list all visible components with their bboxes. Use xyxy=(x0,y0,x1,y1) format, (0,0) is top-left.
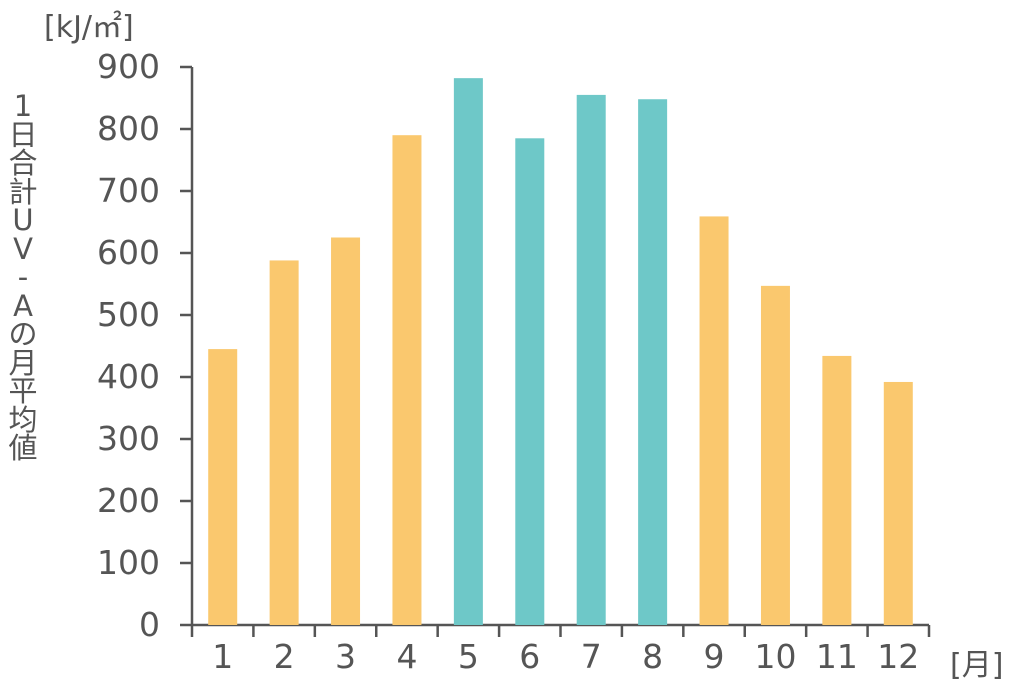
bar-month-2 xyxy=(269,260,299,625)
x-tick-label: 3 xyxy=(335,637,356,676)
bar-month-4 xyxy=(392,135,422,625)
y-tick-label: 0 xyxy=(139,605,160,644)
x-tick-label: 2 xyxy=(274,637,295,676)
x-tick-label: 5 xyxy=(458,637,479,676)
y-tick-label: 500 xyxy=(97,295,160,334)
y-tick-label: 200 xyxy=(97,481,160,520)
x-tick-label: 7 xyxy=(581,637,602,676)
y-axis-label-char: 月 xyxy=(8,345,38,380)
x-tick-label: 9 xyxy=(704,637,725,676)
bar-month-11 xyxy=(822,355,852,625)
y-tick-label: 100 xyxy=(97,543,160,582)
bar-month-8 xyxy=(638,99,668,626)
bar-month-7 xyxy=(576,94,606,625)
bar-month-10 xyxy=(760,285,790,625)
bar-month-12 xyxy=(883,381,913,625)
bar-month-9 xyxy=(699,216,729,626)
y-axis-label-char: U xyxy=(12,203,34,237)
y-axis-label-char: の xyxy=(8,317,38,351)
bar-month-5 xyxy=(453,78,483,625)
y-axis-label-char: 均 xyxy=(8,402,38,437)
bar-month-1 xyxy=(208,349,238,625)
bar-month-3 xyxy=(331,237,361,625)
y-tick-label: 800 xyxy=(97,109,160,148)
y-axis-label-char: 平 xyxy=(8,374,38,408)
y-tick-label: 600 xyxy=(97,233,160,272)
bar-month-6 xyxy=(515,138,545,626)
x-tick-label: 4 xyxy=(396,637,417,676)
x-tick-label: 1 xyxy=(212,637,233,676)
y-axis-unit: [kJ/㎡] xyxy=(44,10,134,45)
y-axis-label-char: 1 xyxy=(13,89,33,123)
y-axis-label-char: 合 xyxy=(8,146,38,180)
y-tick-label: 400 xyxy=(97,357,160,396)
x-tick-label: 8 xyxy=(642,637,663,676)
x-tick-label: 10 xyxy=(754,637,796,676)
y-tick-label: 700 xyxy=(97,171,160,210)
x-axis-unit: [月] xyxy=(950,648,1004,683)
y-axis-label-char: 値 xyxy=(8,431,38,465)
y-tick-label: 900 xyxy=(97,47,160,86)
x-tick-label: 12 xyxy=(877,637,919,676)
x-tick-label: 11 xyxy=(816,637,858,676)
y-axis-label-char: V xyxy=(13,231,33,266)
y-axis-label-char: A xyxy=(13,288,33,323)
y-axis-label-char: 計 xyxy=(8,174,38,209)
x-tick-label: 6 xyxy=(519,637,540,676)
y-tick-label: 300 xyxy=(97,419,160,458)
y-axis-label-char: - xyxy=(17,260,29,294)
y-axis-label-char: 日 xyxy=(8,117,38,152)
